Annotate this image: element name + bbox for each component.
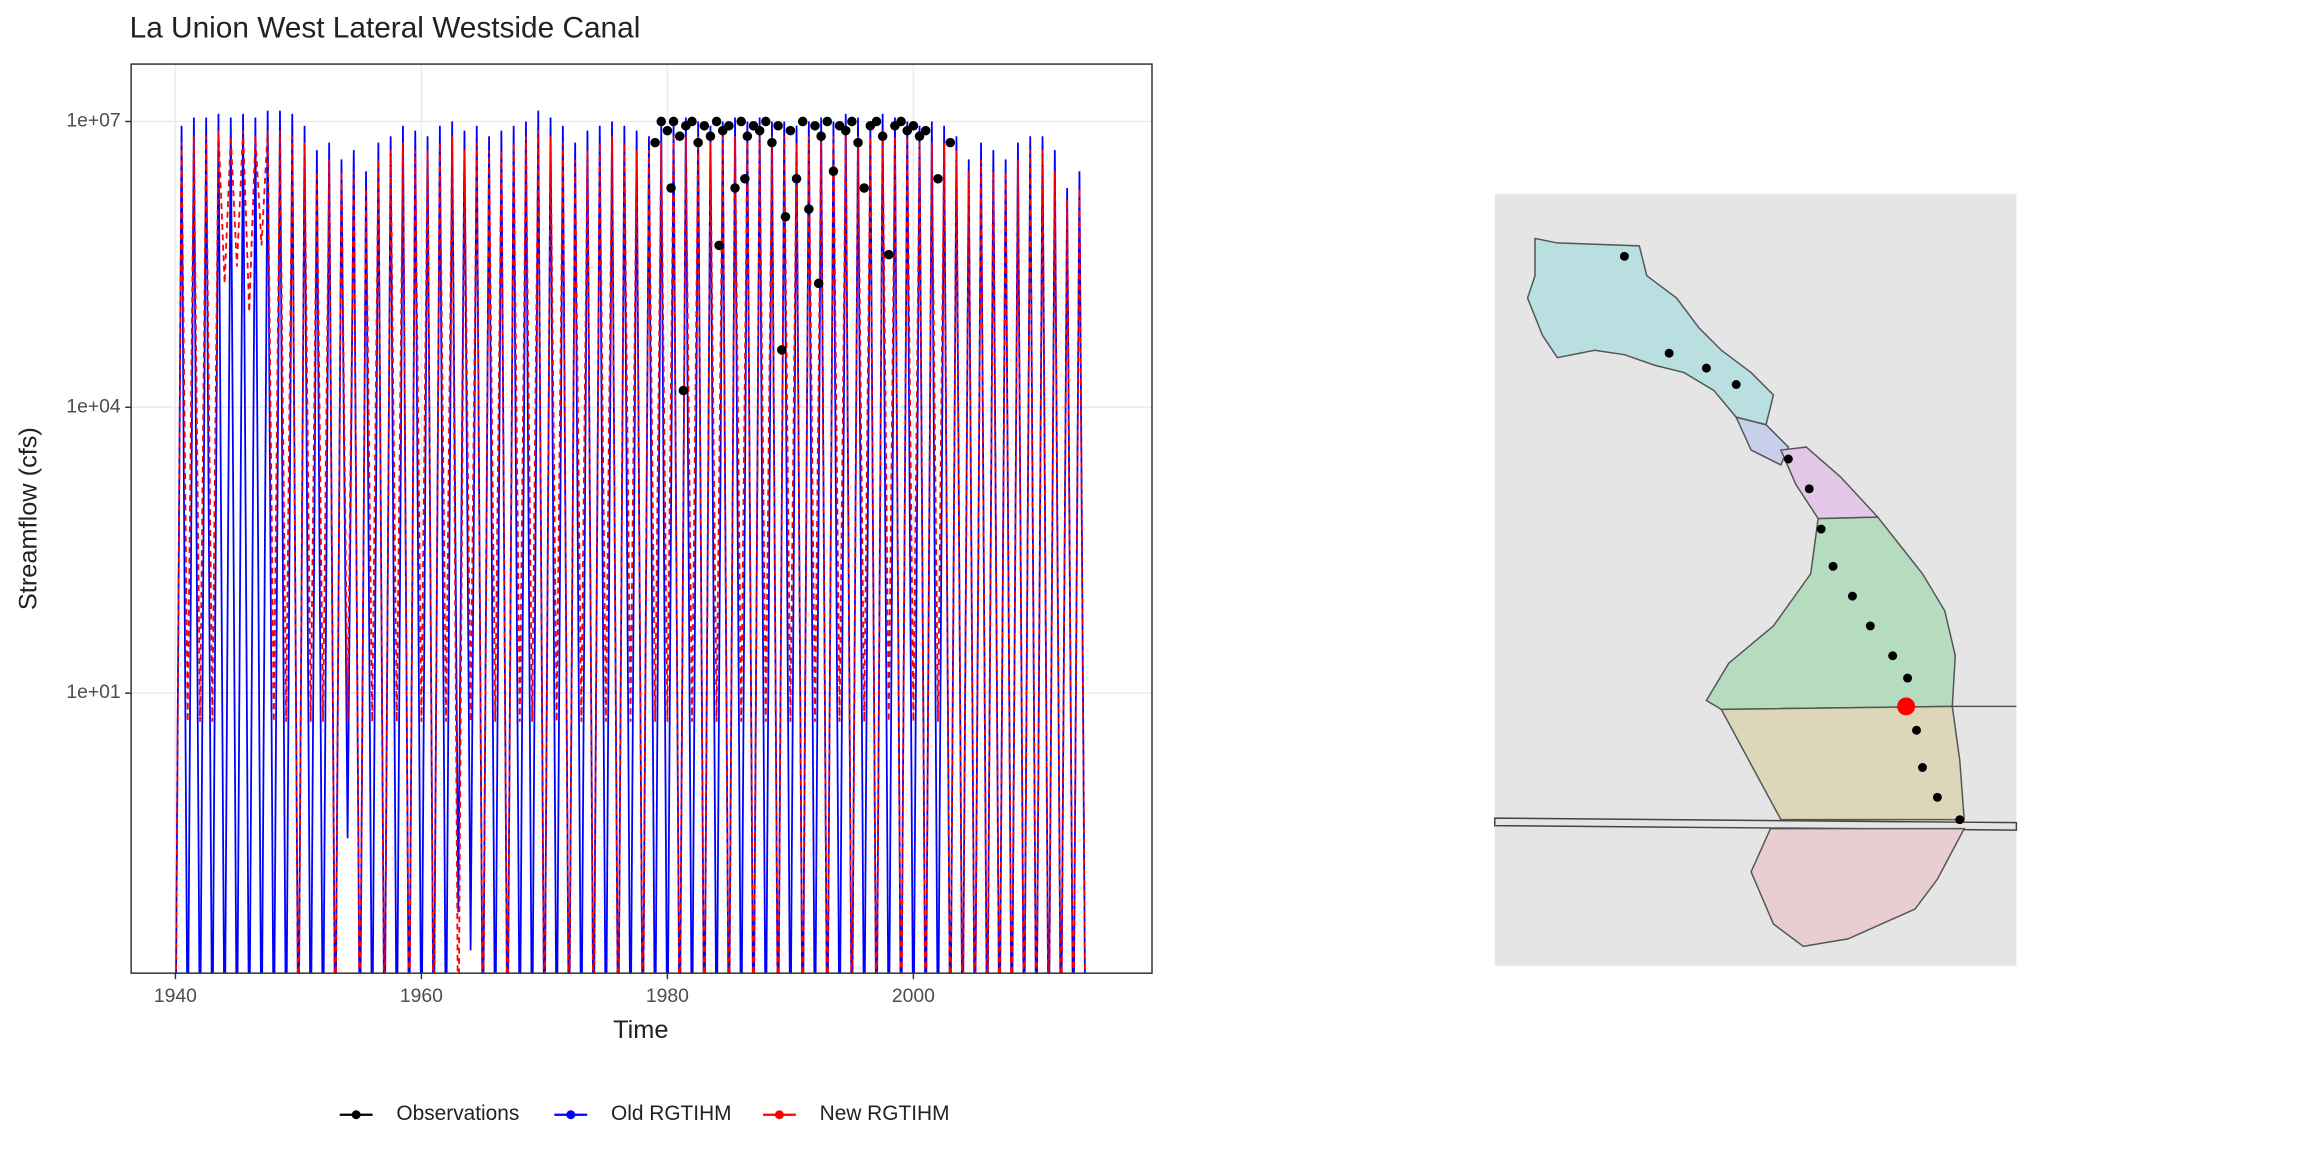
observation-point (699, 121, 710, 131)
observation-point (828, 166, 839, 177)
y-tick-label: 1e+01 (66, 681, 120, 703)
map-well (1865, 621, 1875, 631)
observation-point (933, 174, 943, 184)
observation-point (816, 131, 826, 141)
observation-point (650, 137, 660, 148)
chart-title: La Union West Lateral Westside Canal (130, 12, 641, 45)
y-tick-label: 1e+07 (66, 110, 120, 132)
map-well (1847, 591, 1857, 601)
legend-key-point (774, 1110, 784, 1120)
panel-border (130, 63, 1153, 974)
map-region (1750, 827, 1966, 948)
observation-point (920, 125, 931, 136)
map-well (1932, 792, 1942, 802)
observation-point (804, 204, 814, 214)
observation-point (780, 211, 791, 222)
x-tick-label: 1940 (154, 985, 197, 1007)
observation-point (822, 116, 833, 127)
map-well (1828, 561, 1838, 571)
legend-label: New RGTIHM (820, 1102, 950, 1125)
observation-point (810, 121, 820, 131)
map-well (1804, 484, 1814, 494)
observation-point (877, 131, 888, 141)
observation-point (711, 116, 722, 127)
observation-point (859, 183, 869, 193)
legend-label: Observations (396, 1102, 519, 1125)
observation-point (693, 137, 703, 148)
observation-point (687, 116, 697, 127)
observation-point (767, 137, 777, 148)
map-wells (1619, 251, 1965, 825)
map-site (1897, 697, 1916, 716)
map-well (1888, 651, 1898, 661)
observation-point (908, 121, 919, 131)
x-tick-label: 1980 (646, 985, 689, 1007)
observation-point (896, 116, 906, 127)
legend-label: Old RGTIHM (611, 1102, 732, 1125)
observation-point (730, 183, 740, 193)
observation-point (871, 116, 882, 127)
observation-point (791, 174, 802, 184)
map-well (1912, 725, 1921, 735)
map-well (1664, 348, 1674, 358)
map-well (1903, 673, 1913, 683)
observation-point (761, 116, 771, 127)
observation-point (884, 249, 894, 260)
map-well (1731, 380, 1741, 389)
observation-point (736, 116, 746, 127)
legend-key-point (566, 1110, 576, 1120)
observation-point (740, 174, 750, 184)
observation-point (797, 116, 808, 127)
x-tick-label: 2000 (892, 985, 935, 1007)
observation-point (662, 125, 673, 136)
map (1494, 193, 2018, 966)
map-well (1783, 454, 1793, 464)
x-tick-label: 1960 (400, 985, 443, 1007)
map-well (1955, 815, 1965, 825)
observation-point (754, 125, 765, 136)
observation-point (656, 116, 667, 127)
observation-point (666, 183, 676, 193)
series-line (175, 110, 1086, 974)
map-well (1619, 251, 1629, 261)
observation-point (914, 131, 925, 141)
map-well (1701, 363, 1711, 373)
observation-point (785, 125, 796, 136)
observation-point (705, 131, 716, 141)
y-axis-label: Streamflow (cfs) (14, 427, 42, 610)
observation-point (773, 121, 783, 131)
map-well (1816, 524, 1826, 534)
map-boundary (1494, 817, 2018, 831)
x-axis-label: Time (613, 1016, 668, 1044)
observation-point (813, 278, 824, 289)
legend-key-point (351, 1110, 361, 1120)
observation-point (714, 240, 724, 251)
observation-point (777, 345, 787, 355)
observation-point (945, 137, 956, 148)
observation-point (674, 131, 685, 141)
observation-point (724, 121, 734, 131)
y-tick-label: 1e+04 (66, 395, 121, 417)
observation-point (847, 116, 857, 127)
observation-point (742, 131, 753, 141)
observation-point (678, 385, 689, 396)
observation-point (840, 125, 851, 136)
legend: Observations Old RGTIHM New RGTIHM (339, 1102, 950, 1125)
observation-point (668, 116, 679, 127)
map-well (1918, 763, 1927, 772)
observation-point (853, 137, 863, 148)
